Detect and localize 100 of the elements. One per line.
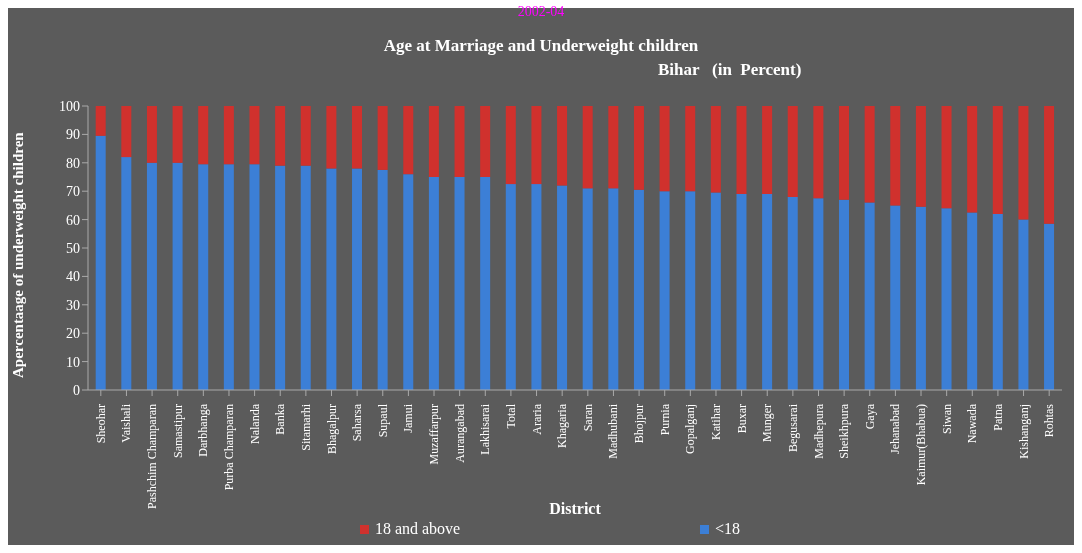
bar xyxy=(941,106,952,209)
legend-label: <18 xyxy=(714,520,741,538)
bar xyxy=(890,106,901,206)
bar xyxy=(198,106,209,165)
bar xyxy=(710,192,721,390)
x-tick-label: Lakhisarai xyxy=(478,403,493,455)
bar xyxy=(967,212,978,390)
y-tick-label: 40 xyxy=(66,269,80,285)
bar xyxy=(377,169,388,390)
x-tick-label: Nalanda xyxy=(247,403,262,444)
x-tick-label: Nawada xyxy=(965,403,980,444)
bar xyxy=(1018,106,1029,220)
x-tick-label: Kishanganj xyxy=(1016,404,1031,459)
bar xyxy=(172,106,183,163)
bar xyxy=(377,106,388,170)
bar xyxy=(710,106,721,193)
bar xyxy=(582,106,593,189)
y-axis-title: Apercentaage of underweight children xyxy=(10,131,27,378)
x-tick-label: Pashchim Champaran xyxy=(145,404,160,509)
x-tick-label: Madhepura xyxy=(811,403,826,459)
y-tick-label: 0 xyxy=(73,382,80,398)
bar xyxy=(121,157,132,390)
x-tick-label: Sheikhpura xyxy=(837,403,852,459)
bar xyxy=(557,106,568,186)
bar xyxy=(915,106,926,207)
bar xyxy=(992,106,1003,214)
y-tick-label: 100 xyxy=(59,98,80,114)
y-tick-label: 90 xyxy=(66,127,80,143)
bar xyxy=(454,106,465,177)
bar xyxy=(428,177,439,390)
bar xyxy=(736,194,747,390)
bar xyxy=(633,189,644,390)
text: 2002-04 xyxy=(517,4,565,19)
bar xyxy=(864,202,875,390)
bar xyxy=(762,194,773,390)
bar xyxy=(249,164,260,390)
x-tick-label: Sheohar xyxy=(93,404,108,444)
bar xyxy=(531,106,542,185)
y-tick-label: 50 xyxy=(66,240,80,256)
bar xyxy=(864,106,875,203)
bar xyxy=(941,208,952,390)
x-tick-label: Madhubani xyxy=(606,403,621,459)
bar xyxy=(582,188,593,390)
x-tick-label: Banka xyxy=(273,403,288,435)
bar xyxy=(659,106,670,192)
bar xyxy=(300,106,311,166)
bar xyxy=(275,106,286,166)
bar xyxy=(198,164,209,390)
x-tick-label: Rohtas xyxy=(1042,403,1057,438)
bar xyxy=(813,106,824,199)
x-tick-label: Buxar xyxy=(734,404,749,434)
bar xyxy=(480,106,491,177)
bar xyxy=(1044,106,1055,224)
x-tick-label: Supaul xyxy=(375,403,390,438)
bar xyxy=(685,106,696,192)
y-tick-label: 70 xyxy=(66,184,80,200)
bar xyxy=(326,106,337,169)
bar xyxy=(736,106,747,195)
x-tick-label: Darbhanga xyxy=(196,403,211,457)
x-tick-label: Jehanabad xyxy=(888,404,903,454)
chart-subtitle: Bihar (in Percent) xyxy=(658,60,802,80)
y-tick-label: 20 xyxy=(66,326,80,342)
x-tick-label: Kaimur(Bhabua) xyxy=(914,404,929,486)
bar xyxy=(326,168,337,390)
bar xyxy=(249,106,260,165)
bar xyxy=(121,106,132,158)
x-tick-label: Total xyxy=(503,403,518,429)
bar xyxy=(95,135,106,390)
bar xyxy=(146,106,157,163)
bar xyxy=(275,165,286,390)
bar xyxy=(403,106,414,175)
y-tick-label: 10 xyxy=(66,354,80,370)
x-tick-label: Bhojpur xyxy=(632,404,647,444)
x-tick-label: Purnia xyxy=(657,403,672,436)
x-tick-label: Vaishali xyxy=(119,403,134,443)
bar xyxy=(915,206,926,390)
bar xyxy=(608,106,619,189)
bar xyxy=(1018,219,1029,390)
x-tick-label: Begusarai xyxy=(785,403,800,452)
bar xyxy=(531,184,542,390)
x-tick-label: Khagaria xyxy=(555,403,570,448)
bar xyxy=(839,106,850,200)
bar xyxy=(300,165,311,390)
bar xyxy=(454,177,465,390)
x-tick-label: Sitamarhi xyxy=(298,403,313,451)
bar xyxy=(146,162,157,390)
bar xyxy=(967,106,978,213)
x-tick-label: Gaya xyxy=(862,403,877,430)
bar xyxy=(557,185,568,390)
x-tick-label: Saran xyxy=(580,404,595,432)
x-tick-label: Purba Champaran xyxy=(221,404,236,491)
bar xyxy=(1044,223,1055,390)
bar xyxy=(223,164,234,390)
x-tick-label: Samastipur xyxy=(170,404,185,458)
bar xyxy=(428,106,439,177)
bar xyxy=(172,162,183,390)
x-tick-label: Araria xyxy=(529,403,544,435)
x-tick-label: Aurangabad xyxy=(452,404,467,463)
x-tick-label: Patna xyxy=(990,403,1005,431)
legend-label: 18 and above xyxy=(373,520,461,538)
